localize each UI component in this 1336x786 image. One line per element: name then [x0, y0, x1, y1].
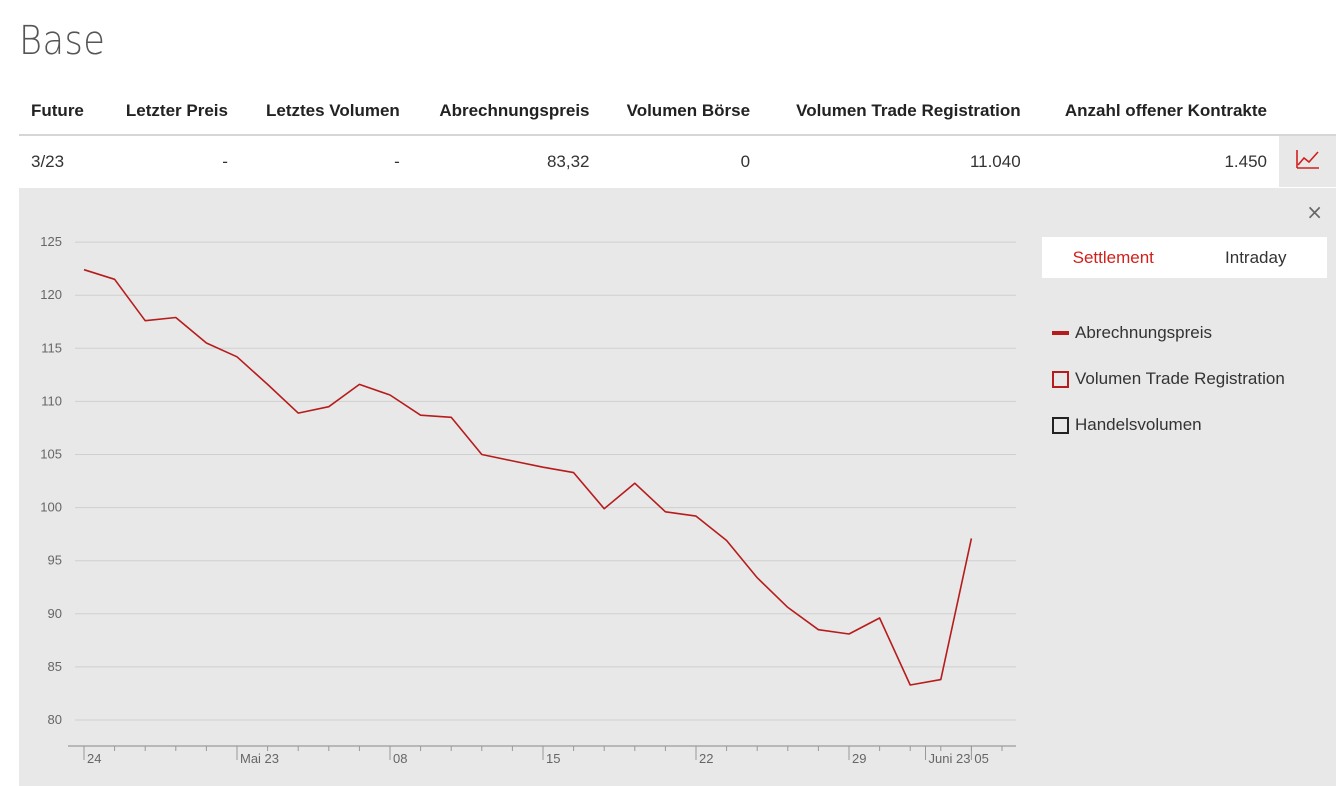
checkbox-icon — [1052, 370, 1069, 388]
legend-label: Abrechnungspreis — [1075, 323, 1213, 342]
futures-table: Future Letzter Preis Letztes Volumen Abr… — [19, 88, 1336, 187]
cell-last-price: - — [222, 151, 228, 171]
x-tick-label: 22 — [699, 751, 713, 766]
line-swatch-icon — [1052, 331, 1069, 335]
y-tick-label: 120 — [40, 287, 62, 302]
line-chart-icon — [1295, 150, 1319, 169]
price-line-chart: 80 85 90 95 100 105 110 115 120 125 24 Mai 23 08 15 22… — [40, 234, 1016, 766]
chart-toggle-button[interactable] — [1279, 135, 1336, 187]
x-tick-label: Juni 23 — [929, 751, 971, 766]
y-tick-label: 105 — [40, 447, 62, 462]
series-line-abrechnungspreis — [83, 268, 973, 686]
y-tick-label: 90 — [48, 606, 62, 621]
x-tick-label: 24 — [87, 751, 101, 766]
cell-future: 3/23 — [31, 151, 65, 171]
legend-label: Handelsvolumen — [1075, 415, 1202, 434]
x-tick-label: 15 — [546, 751, 560, 766]
y-tick-label: 110 — [41, 393, 62, 408]
cell-settlement-price: 83,32 — [546, 151, 590, 171]
table-header-row: Future Letzter Preis Letztes Volumen Abr… — [19, 88, 1336, 136]
legend-label: Volumen Trade Registration — [1075, 369, 1285, 388]
cell-open-interest: 1.450 — [1224, 151, 1267, 171]
column-header-last-volume[interactable]: Letztes Volumen — [239, 88, 412, 136]
close-icon[interactable]: × — [1306, 200, 1323, 224]
column-header-trade-registration-volume[interactable]: Volumen Trade Registration — [762, 88, 1033, 136]
table-row[interactable]: 3/23 - - 83,32 0 11.040 1.450 — [19, 135, 1336, 187]
page-title: Base — [19, 18, 106, 64]
tab-intraday[interactable]: Intraday — [1225, 247, 1287, 267]
cell-last-volume: - — [394, 151, 400, 171]
y-tick-label: 115 — [41, 340, 62, 355]
tab-settlement[interactable]: Settlement — [1072, 247, 1154, 267]
y-tick-label: 85 — [48, 659, 62, 674]
legend-item-trading-volume[interactable]: Handelsvolumen — [1052, 402, 1285, 448]
x-tick-label: 08 — [393, 751, 407, 766]
chart-panel: × Settlement Intraday Abrechnungspreis V… — [19, 188, 1336, 786]
column-header-last-price[interactable]: Letzter Preis — [102, 88, 240, 136]
x-tick-label: Mai 23 — [240, 751, 279, 766]
column-header-open-interest[interactable]: Anzahl offener Kontrakte — [1032, 88, 1279, 136]
y-tick-label: 100 — [40, 500, 62, 515]
column-header-future[interactable]: Future — [19, 88, 103, 136]
y-tick-label: 95 — [48, 553, 62, 568]
column-header-chart — [1279, 88, 1336, 136]
y-tick-label: 80 — [48, 712, 62, 727]
cell-trade-registration-volume: 11.040 — [969, 151, 1021, 171]
checkbox-icon — [1052, 416, 1069, 434]
chart-tabs: Settlement Intraday — [1042, 237, 1327, 278]
cell-exchange-volume: 0 — [740, 151, 751, 171]
column-header-settlement-price[interactable]: Abrechnungspreis — [411, 88, 602, 136]
x-tick-label: 05 — [974, 751, 988, 766]
y-tick-label: 125 — [40, 234, 62, 249]
column-header-exchange-volume[interactable]: Volumen Börse — [601, 88, 763, 136]
legend-item-trade-registration-volume[interactable]: Volumen Trade Registration — [1052, 356, 1285, 402]
chart-legend: Abrechnungspreis Volumen Trade Registrat… — [1052, 310, 1285, 448]
legend-item-settlement-price[interactable]: Abrechnungspreis — [1052, 310, 1285, 356]
x-tick-label: 29 — [852, 751, 866, 766]
